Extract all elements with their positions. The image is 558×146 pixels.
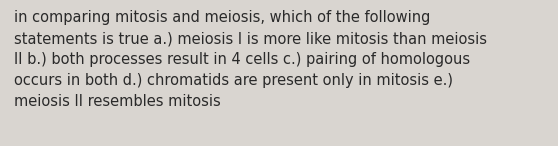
Text: in comparing mitosis and meiosis, which of the following
statements is true a.) : in comparing mitosis and meiosis, which … [14, 10, 487, 109]
